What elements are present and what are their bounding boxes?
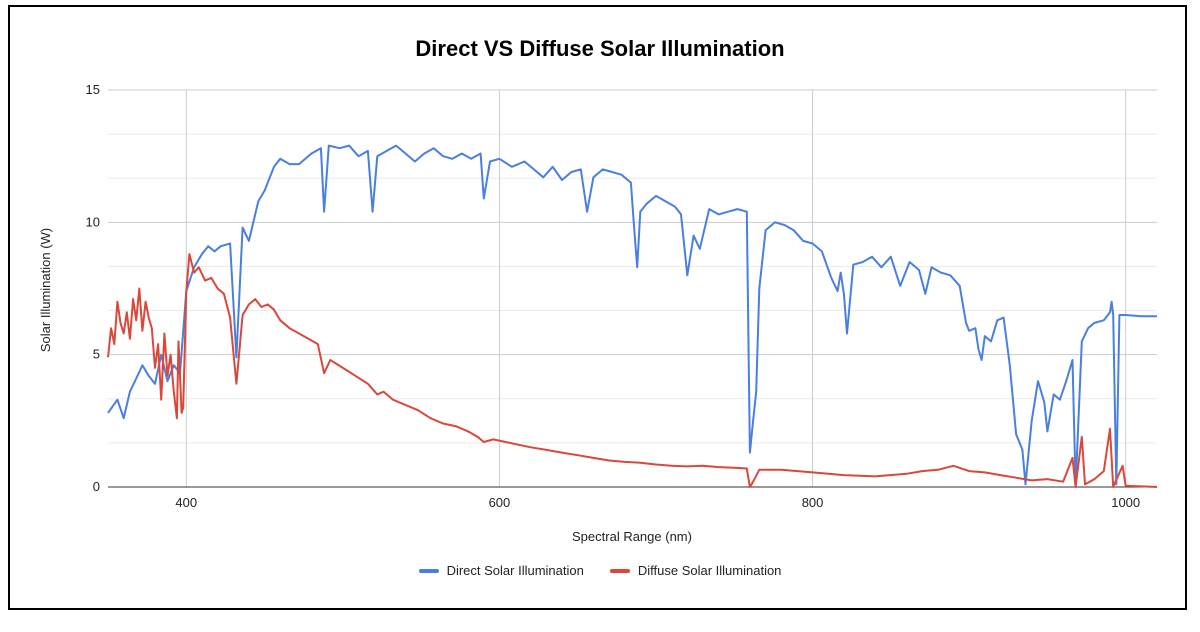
legend-label-diffuse: Diffuse Solar Illumination <box>637 563 782 578</box>
chart-title: Direct VS Diffuse Solar Illumination <box>415 36 785 61</box>
legend-swatch-diffuse <box>609 568 630 573</box>
legend-swatch-direct <box>418 568 439 573</box>
series-line-direct[interactable] <box>107 144 1157 488</box>
x-tick-label: 400 <box>175 495 197 510</box>
series-group <box>107 144 1158 488</box>
tick-labels: 0 5 10 15 400 600 800 1000 <box>86 82 1141 510</box>
x-tick-label: 800 <box>802 495 824 510</box>
x-axis-label: Spectral Range (nm) <box>572 529 692 544</box>
y-tick-label: 10 <box>86 214 100 229</box>
x-tick-label: 600 <box>489 495 511 510</box>
y-tick-label: 15 <box>86 82 100 97</box>
y-tick-label: 0 <box>93 479 100 494</box>
legend-item-diffuse[interactable]: Diffuse Solar Illumination <box>609 563 782 578</box>
x-tick-label: 1000 <box>1111 495 1140 510</box>
chart-frame <box>8 5 1187 610</box>
y-tick-label: 5 <box>93 347 100 362</box>
legend: Direct Solar Illumination Diffuse Solar … <box>0 563 1200 578</box>
legend-label-direct: Direct Solar Illumination <box>446 563 584 578</box>
series-line-diffuse[interactable] <box>107 253 1158 488</box>
grid <box>108 89 1157 488</box>
y-axis-label: Solar Illumination (W) <box>38 228 53 352</box>
legend-item-direct[interactable]: Direct Solar Illumination <box>418 563 584 578</box>
